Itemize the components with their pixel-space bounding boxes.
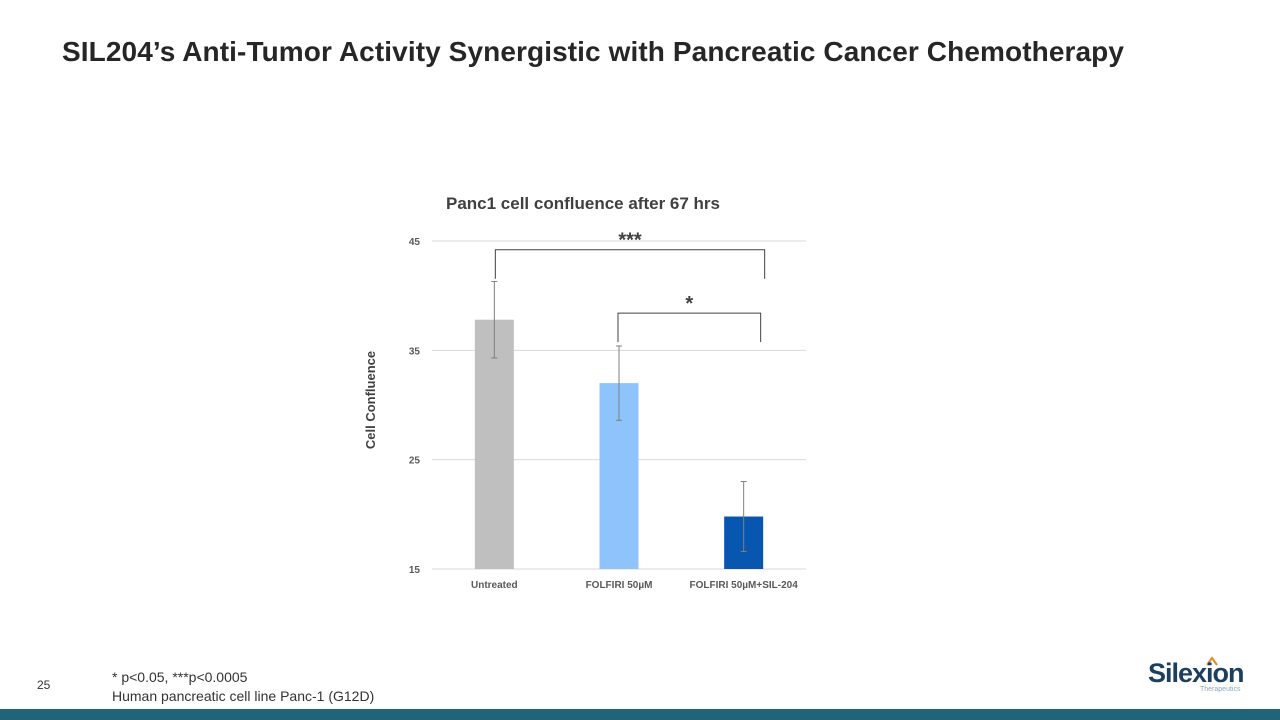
page-number: 25 xyxy=(37,678,51,692)
logo-wordmark: Silexion xyxy=(1148,658,1245,688)
x-tick-label-2: FOLFIRI 50µM+SIL-204 xyxy=(690,580,799,591)
bottom-accent-bar xyxy=(0,709,1280,720)
y-tick-label-35: 35 xyxy=(409,346,421,357)
bar-0 xyxy=(474,319,514,569)
slide-title: SIL204’s Anti-Tumor Activity Synergistic… xyxy=(62,36,1125,67)
chart-title: Panc1 cell confluence after 67 hrs xyxy=(446,194,720,213)
silexion-logo: Silexion Therapeutics xyxy=(1148,656,1248,696)
logo-mark-icon xyxy=(1206,656,1218,666)
logo-subtitle: Therapeutics xyxy=(1200,686,1241,693)
x-tick-label-0: Untreated xyxy=(471,580,518,591)
bar-chart: Panc1 cell confluence after 67 hrs Cell … xyxy=(363,194,806,591)
axis-ticks: 15 25 35 45 Untreated FOLFIRI 50µM FOLFIRI 50µ… xyxy=(409,237,798,591)
significance-bracket-0 xyxy=(494,249,766,279)
x-tick-label-1: FOLFIRI 50µM xyxy=(586,580,653,591)
y-tick-label-25: 25 xyxy=(409,456,421,467)
significance-label-0: *** xyxy=(618,230,642,252)
significance-brackets: **** xyxy=(494,230,766,343)
significance-label-1: * xyxy=(685,293,693,315)
significance-bracket-1 xyxy=(617,312,762,343)
y-tick-label-15: 15 xyxy=(409,565,421,576)
y-tick-label-45: 45 xyxy=(409,237,421,248)
error-bars xyxy=(491,280,747,553)
y-axis-label: Cell Confluence xyxy=(363,351,378,449)
footnote-significance: * p<0.05, ***p<0.0005 xyxy=(112,669,248,685)
footnote-cell-line: Human pancreatic cell line Panc-1 (G12D) xyxy=(112,688,375,704)
footnote: * p<0.05, ***p<0.0005 Human pancreatic c… xyxy=(112,668,374,706)
